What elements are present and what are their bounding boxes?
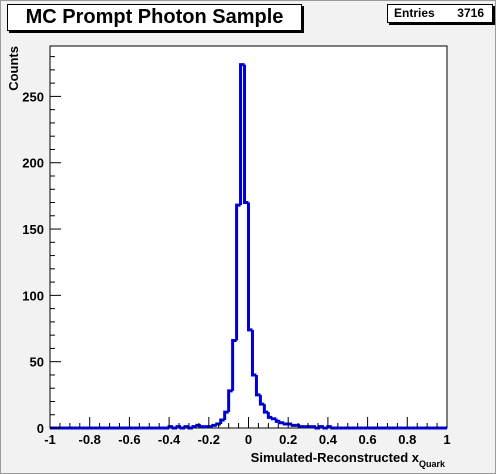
x-tick-label: 0.4 xyxy=(319,432,338,447)
x-tick-label: 1 xyxy=(443,432,450,447)
histogram-bin xyxy=(211,423,217,427)
histogram-bin xyxy=(191,425,197,429)
histogram-bin xyxy=(298,425,305,429)
histogram-marks xyxy=(50,63,447,430)
histogram-bin xyxy=(282,422,289,426)
histogram-bin xyxy=(219,418,225,425)
chart-title-box: MC Prompt Photon Sample xyxy=(7,4,302,31)
chart-title: MC Prompt Photon Sample xyxy=(25,6,284,28)
y-tick-label: 150 xyxy=(22,222,44,237)
y-axis-title: Counts xyxy=(6,46,21,91)
x-tick-label: -1 xyxy=(44,432,56,447)
histogram-bin xyxy=(235,203,241,341)
y-tick-label: 200 xyxy=(22,156,44,171)
x-tick-label: -0.6 xyxy=(118,432,140,447)
histogram-bin xyxy=(290,423,297,427)
stats-box: Entries 3716 xyxy=(387,4,493,23)
x-tick-label: -0.2 xyxy=(198,432,220,447)
y-tick-label: 0 xyxy=(37,421,44,436)
histogram-bin xyxy=(278,421,285,425)
histogram-bin xyxy=(247,202,253,332)
histogram-bin xyxy=(274,418,281,423)
histogram-bin xyxy=(199,425,205,429)
x-tick-label: 0.8 xyxy=(398,432,416,447)
histogram-bin xyxy=(239,63,245,206)
histogram-bin xyxy=(195,423,201,427)
histogram-bin xyxy=(330,426,336,430)
y-tick-label: 100 xyxy=(22,288,44,303)
histogram-bin xyxy=(215,422,221,426)
histogram-bin xyxy=(270,417,277,421)
y-tick-label: 250 xyxy=(22,89,44,104)
x-tick-label: 0 xyxy=(245,432,252,447)
stats-label: Entries xyxy=(394,6,435,20)
x-tick-label: 0.6 xyxy=(359,432,377,447)
y-tick-label: 50 xyxy=(30,355,44,370)
histogram-bin xyxy=(262,404,269,414)
stats-value: 3716 xyxy=(457,6,484,20)
x-tick-label: -0.4 xyxy=(158,432,181,447)
axes: -1 -0.8 -0.6 -0.4 -0.2 0 0.2 0.4 0.6 0.8 1 0 50 100 15… xyxy=(22,56,451,447)
x-tick-label: 0.2 xyxy=(279,432,297,447)
x-axis-title: Simulated-Reconstructed xQuark xyxy=(251,450,446,469)
x-axis-title-subscript: Quark xyxy=(419,459,446,469)
x-tick-label: -0.8 xyxy=(78,432,100,447)
histogram-bin xyxy=(254,374,261,397)
histogram-bin xyxy=(250,329,257,377)
x-axis-title-main: Simulated-Reconstructed x xyxy=(251,450,420,465)
